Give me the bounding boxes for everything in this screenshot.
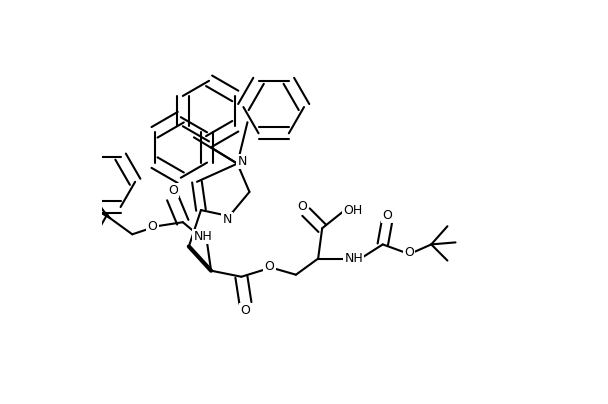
Text: OH: OH [343, 204, 362, 217]
Text: O: O [404, 246, 414, 259]
Text: NH: NH [344, 252, 363, 265]
Text: N: N [238, 155, 247, 168]
Text: O: O [264, 260, 275, 273]
Text: O: O [168, 184, 178, 197]
Text: O: O [241, 304, 250, 317]
Text: N: N [223, 213, 232, 226]
Text: O: O [297, 200, 307, 213]
Text: O: O [382, 209, 392, 222]
Text: NH: NH [193, 230, 212, 243]
Text: O: O [148, 220, 157, 233]
